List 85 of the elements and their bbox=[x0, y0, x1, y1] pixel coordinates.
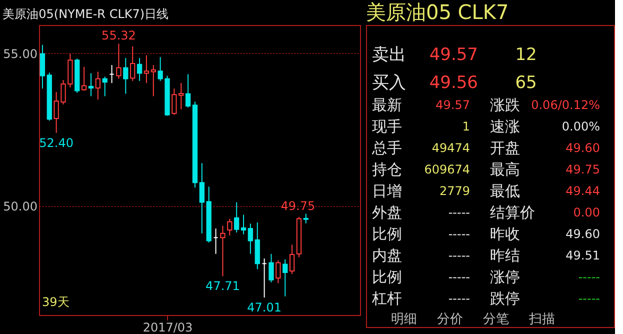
text: 49.60 bbox=[566, 141, 600, 155]
text: 0.06/0.12% bbox=[531, 98, 600, 112]
text: 65 bbox=[515, 73, 537, 93]
x-tick-label: 2017/03 bbox=[142, 320, 193, 334]
annotation: 47.01 bbox=[247, 300, 282, 315]
annotation: 52.40 bbox=[39, 136, 74, 150]
text: 持仓 bbox=[372, 160, 402, 178]
text: 开盘 bbox=[490, 139, 520, 157]
candlestick bbox=[254, 222, 260, 270]
candlestick bbox=[220, 225, 226, 277]
text: 昨结 bbox=[490, 246, 520, 264]
text: 扫描 bbox=[528, 312, 555, 327]
text: 最低 bbox=[490, 182, 520, 200]
text: 速涨 bbox=[490, 118, 520, 136]
text: 49.60 bbox=[566, 227, 600, 241]
text: 涨停 bbox=[490, 268, 520, 286]
text: 昨收 bbox=[490, 225, 520, 243]
text: 49.57 bbox=[429, 45, 478, 65]
text: 分价 bbox=[437, 312, 463, 327]
text: 比例 bbox=[372, 225, 402, 243]
text: 内盘 bbox=[372, 246, 402, 264]
annotation: 39天 bbox=[42, 295, 70, 309]
candlestick bbox=[130, 46, 136, 82]
text: 比例 bbox=[372, 268, 402, 286]
candlestick bbox=[234, 202, 240, 233]
text: 49474 bbox=[432, 141, 470, 155]
text: 跌停 bbox=[490, 290, 520, 308]
text: ----- bbox=[578, 292, 600, 306]
candlestick bbox=[136, 58, 142, 82]
candlestick bbox=[102, 76, 108, 97]
text: 49.51 bbox=[566, 248, 600, 262]
text: 现手 bbox=[372, 118, 402, 136]
text: 49.75 bbox=[566, 162, 600, 176]
text: 卖出 bbox=[372, 45, 406, 65]
candlestick bbox=[88, 72, 94, 97]
candlestick bbox=[268, 253, 274, 283]
candlestick bbox=[40, 44, 46, 90]
text: 49.56 bbox=[429, 73, 478, 93]
candlestick bbox=[248, 223, 254, 254]
annotation: 55.32 bbox=[102, 28, 136, 43]
text: 12 bbox=[515, 45, 537, 65]
text: 609674 bbox=[424, 162, 470, 176]
candlestick bbox=[116, 43, 122, 80]
text: ----- bbox=[578, 270, 600, 284]
text: 2779 bbox=[439, 184, 470, 198]
text: ----- bbox=[448, 227, 470, 241]
candlestick bbox=[185, 74, 191, 108]
candlestick bbox=[289, 244, 295, 275]
text: 49.44 bbox=[566, 184, 600, 198]
candlestick bbox=[199, 162, 205, 234]
text: 明细 bbox=[391, 312, 417, 327]
text: 最新 bbox=[372, 96, 402, 114]
annotation: 47.71 bbox=[206, 279, 240, 294]
y-tick-label: 55.00 bbox=[3, 46, 38, 61]
text: 买入 bbox=[372, 73, 406, 93]
candlestick bbox=[144, 54, 150, 84]
annotation: 49.75 bbox=[280, 198, 316, 213]
candlestick bbox=[150, 64, 156, 97]
text: ----- bbox=[448, 206, 470, 220]
text: 分笔 bbox=[483, 312, 509, 327]
text: 涨跌 bbox=[490, 96, 520, 114]
candlestick bbox=[227, 218, 232, 236]
text: 总手 bbox=[371, 139, 402, 157]
text: 0.00% bbox=[562, 120, 600, 134]
text: 1 bbox=[462, 120, 470, 134]
text: 外盘 bbox=[372, 204, 402, 222]
candlestick bbox=[303, 213, 308, 224]
candlestick bbox=[81, 66, 87, 92]
text: 最高 bbox=[490, 160, 520, 178]
text: 美原油05 CLK7 bbox=[366, 0, 509, 24]
text: 日增 bbox=[372, 182, 402, 200]
candlestick bbox=[240, 214, 246, 235]
candlestick bbox=[95, 71, 101, 100]
candlestick bbox=[276, 260, 281, 284]
y-tick-label: 50.00 bbox=[3, 200, 38, 214]
chart-title: 美原油05(NYME-R CLK7)日线 bbox=[2, 7, 169, 21]
text: ----- bbox=[448, 248, 470, 262]
text: ----- bbox=[448, 270, 470, 284]
candlestick bbox=[123, 58, 128, 94]
text: 49.57 bbox=[436, 98, 470, 112]
text: 杠杆 bbox=[371, 290, 402, 308]
text: 结算价 bbox=[490, 204, 535, 222]
candlestick bbox=[282, 258, 288, 297]
text: 0.00 bbox=[573, 206, 600, 220]
text: ----- bbox=[448, 292, 470, 306]
